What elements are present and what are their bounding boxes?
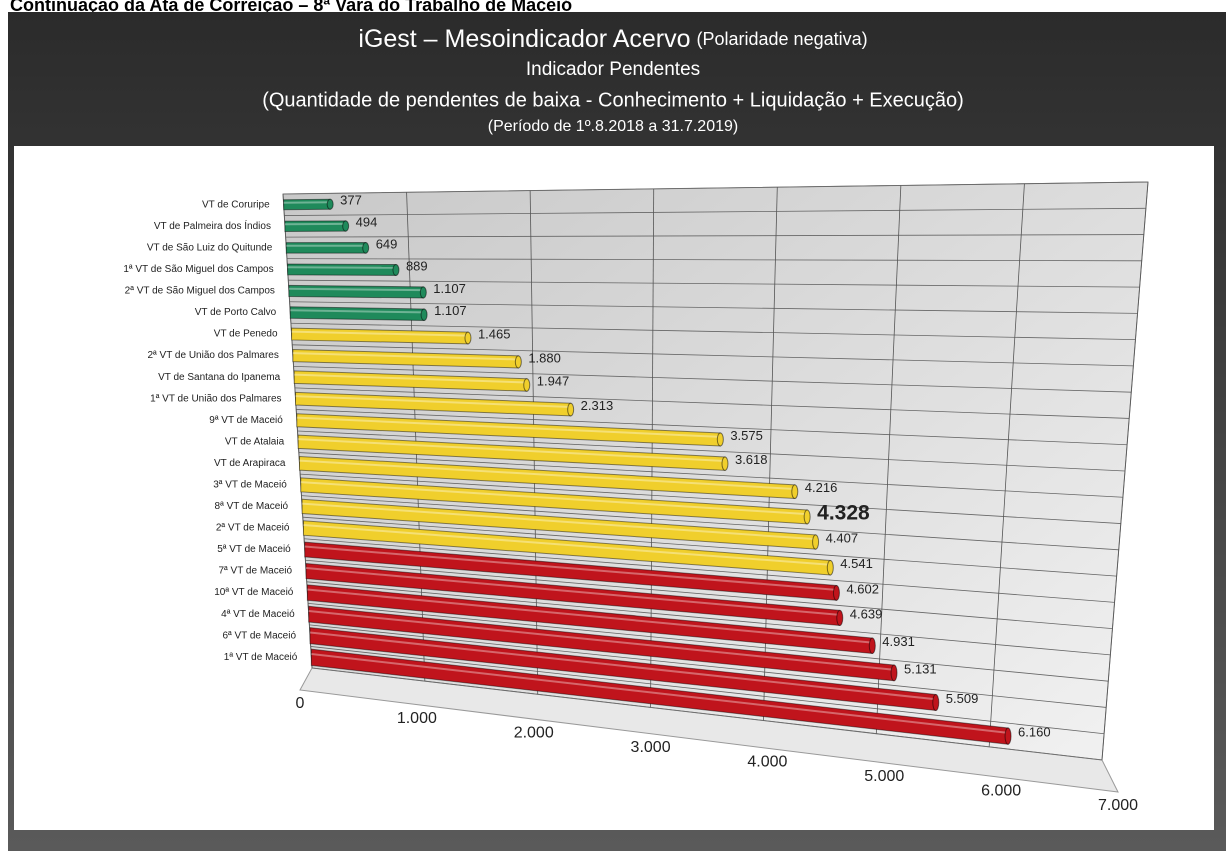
value-label: 3.575 [730, 428, 763, 443]
y-tick-label: VT de Santana do Ipanema [158, 372, 281, 383]
value-label: 4.328 [817, 501, 870, 524]
bar-cap [465, 332, 471, 344]
y-tick-label: 9ª VT de Maceió [209, 415, 283, 426]
x-tick-label: 1.000 [397, 710, 437, 727]
y-tick-label: 10ª VT de Maceió [214, 587, 294, 598]
y-tick-label: VT de Porto Calvo [195, 307, 277, 318]
value-label: 4.216 [805, 480, 838, 495]
bar-cap [343, 221, 349, 231]
y-tick-label: 4ª VT de Maceió [221, 609, 295, 620]
bar-cap [717, 433, 723, 446]
bar [288, 264, 396, 275]
value-label: 377 [340, 193, 362, 208]
bar-cap [869, 638, 875, 653]
bar [284, 199, 330, 210]
value-label: 5.131 [904, 661, 937, 676]
subtitle: Indicador Pendentes [526, 59, 700, 80]
value-label: 4.602 [846, 581, 879, 596]
bar [289, 285, 423, 298]
bar-cap [363, 243, 369, 254]
y-tick-label: VT de Coruripe [202, 199, 270, 210]
y-tick-label: 2ª VT de São Miguel dos Campos [125, 286, 275, 297]
chart-title: iGest – Mesoindicador Acervo (Polaridade … [358, 25, 867, 53]
bar [286, 243, 365, 254]
y-tick-label: 1ª VT de União dos Palmares [150, 393, 281, 404]
y-tick-label: 2ª VT de União dos Palmares [148, 350, 279, 361]
subtitle: (Quantidade de pendentes de baixa - Conh… [262, 89, 964, 111]
bar-shine [288, 267, 396, 268]
value-label: 3.618 [735, 452, 768, 467]
value-label: 1.880 [528, 350, 561, 365]
bar-cap [813, 535, 819, 549]
value-label: 889 [406, 258, 428, 273]
value-label: 4.931 [882, 634, 915, 649]
x-tick-label: 3.000 [631, 739, 671, 756]
y-tick-label: 7ª VT de Maceió [219, 566, 293, 577]
value-label: 5.509 [946, 691, 979, 706]
bar-cap [524, 379, 530, 391]
y-tick-label: 8ª VT de Maceió [215, 501, 289, 512]
bar-cap [420, 287, 426, 298]
y-tick-label: VT de Palmeira dos Índios [154, 219, 271, 232]
bar-cap [1005, 728, 1011, 744]
y-tick-label: 2ª VT de Maceió [216, 523, 290, 534]
value-label: 2.313 [581, 398, 614, 413]
x-tick-label: 4.000 [747, 754, 787, 771]
y-tick-label: 3ª VT de Maceió [213, 480, 287, 491]
bar [285, 221, 346, 232]
bar-cap [722, 457, 728, 470]
y-tick-label: 1ª VT de São Miguel dos Campos [123, 264, 273, 275]
bar-cap [515, 356, 521, 368]
value-label: 4.541 [840, 556, 873, 571]
bar [290, 307, 424, 321]
value-label: 1.947 [537, 373, 570, 388]
period: (Período de 1º.8.2018 a 31.7.2019) [488, 118, 738, 135]
bar-cap [837, 610, 843, 625]
value-label: 1.107 [434, 303, 467, 318]
y-tick-label: VT de São Luiz do Quitunde [147, 243, 273, 254]
bar-shine [284, 202, 330, 203]
bar-cap [327, 199, 333, 209]
x-tick-label: 2.000 [514, 724, 554, 741]
value-label: 4.407 [826, 530, 859, 545]
title-note: (Polaridade negativa) [697, 29, 868, 49]
title: iGest – Mesoindicador Acervo [358, 25, 690, 53]
bar-cap [827, 560, 833, 575]
bar-cap [804, 510, 810, 524]
y-tick-label: VT de Penedo [214, 329, 278, 340]
x-tick-label: 0 [296, 695, 305, 712]
x-tick-label: 6.000 [981, 783, 1021, 800]
bar-cap [792, 485, 798, 499]
y-tick-label: 1ª VT de Maceió [224, 652, 298, 663]
y-tick-label: VT de Arapiraca [214, 458, 286, 469]
bar-cap [833, 585, 839, 600]
value-label: 494 [356, 214, 378, 229]
bar-cap [933, 695, 939, 711]
value-label: 1.465 [478, 326, 511, 341]
y-tick-label: VT de Atalaia [225, 436, 285, 447]
x-tick-label: 7.000 [1098, 797, 1138, 814]
y-tick-label: 6ª VT de Maceió [222, 630, 296, 641]
bar-cap [891, 665, 897, 681]
value-label: 649 [376, 236, 398, 251]
bar-cap [421, 309, 427, 321]
value-label: 1.107 [433, 281, 466, 296]
x-tick-label: 5.000 [864, 768, 904, 785]
bar-cap [568, 403, 574, 416]
value-label: 6.160 [1018, 725, 1051, 740]
bar-cap [393, 265, 399, 276]
y-tick-label: 5ª VT de Maceió [217, 544, 291, 555]
value-label: 4.639 [850, 606, 883, 621]
